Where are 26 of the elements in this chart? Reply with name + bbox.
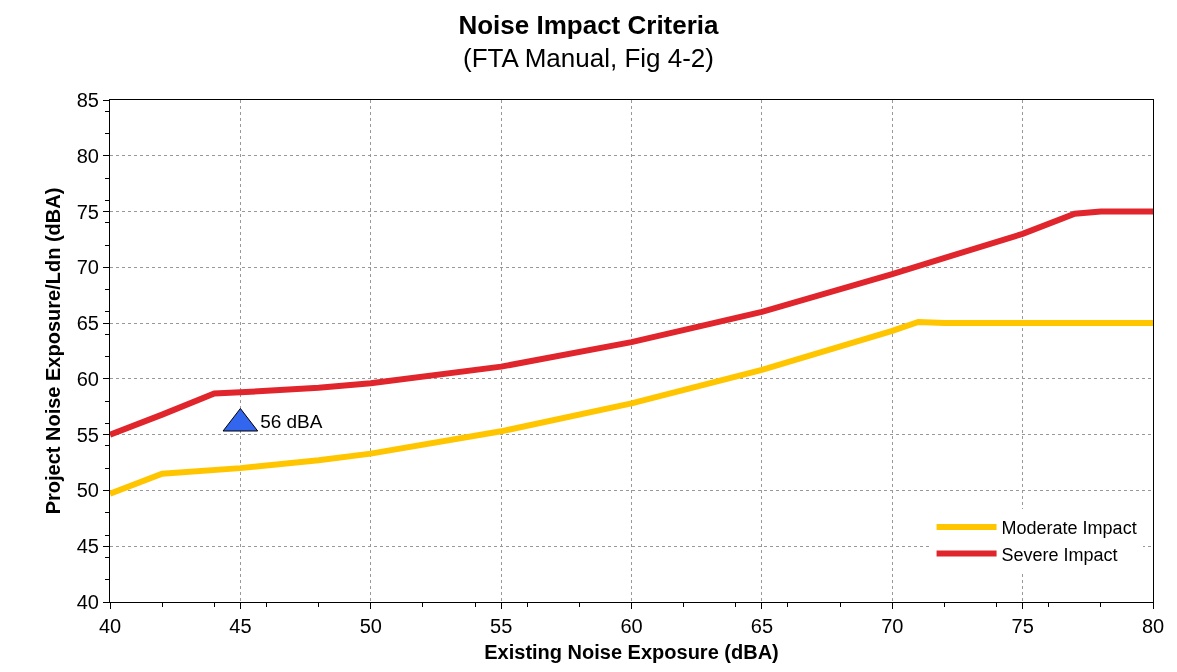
legend-label: Moderate Impact [1001,518,1137,539]
x-tick-label: 55 [490,615,513,637]
y-tick-label: 85 [76,89,99,111]
x-axis-title: Existing Noise Exposure (dBA) [484,640,779,663]
x-tick-label: 60 [620,615,643,637]
y-tick-label: 55 [76,423,99,446]
y-tick-label: 45 [76,535,99,558]
y-tick-label: 40 [76,591,99,613]
y-tick-label: 70 [76,256,99,279]
x-tick-label: 45 [229,615,252,637]
y-tick-label: 50 [76,479,99,502]
x-tick-label: 70 [881,615,904,637]
x-tick-label: 80 [1141,615,1165,637]
y-tick-label: 65 [76,312,99,335]
x-tick-label: 75 [1011,615,1034,637]
chart-title: Noise Impact Criteria [458,9,720,40]
legend-label: Severe Impact [1001,544,1118,565]
x-tick-label: 40 [98,615,122,637]
x-tick-label: 50 [359,615,382,637]
chart-subtitle: (FTA Manual, Fig 4-2) [463,43,714,74]
y-axis-title: Project Noise Exposure/Ldn (dBA) [42,187,65,515]
x-tick-label: 65 [750,615,774,637]
y-tick-label: 60 [76,367,99,390]
y-tick-label: 75 [76,200,99,223]
data-label: 56 dBA [260,411,323,433]
y-tick-label: 80 [76,144,99,167]
